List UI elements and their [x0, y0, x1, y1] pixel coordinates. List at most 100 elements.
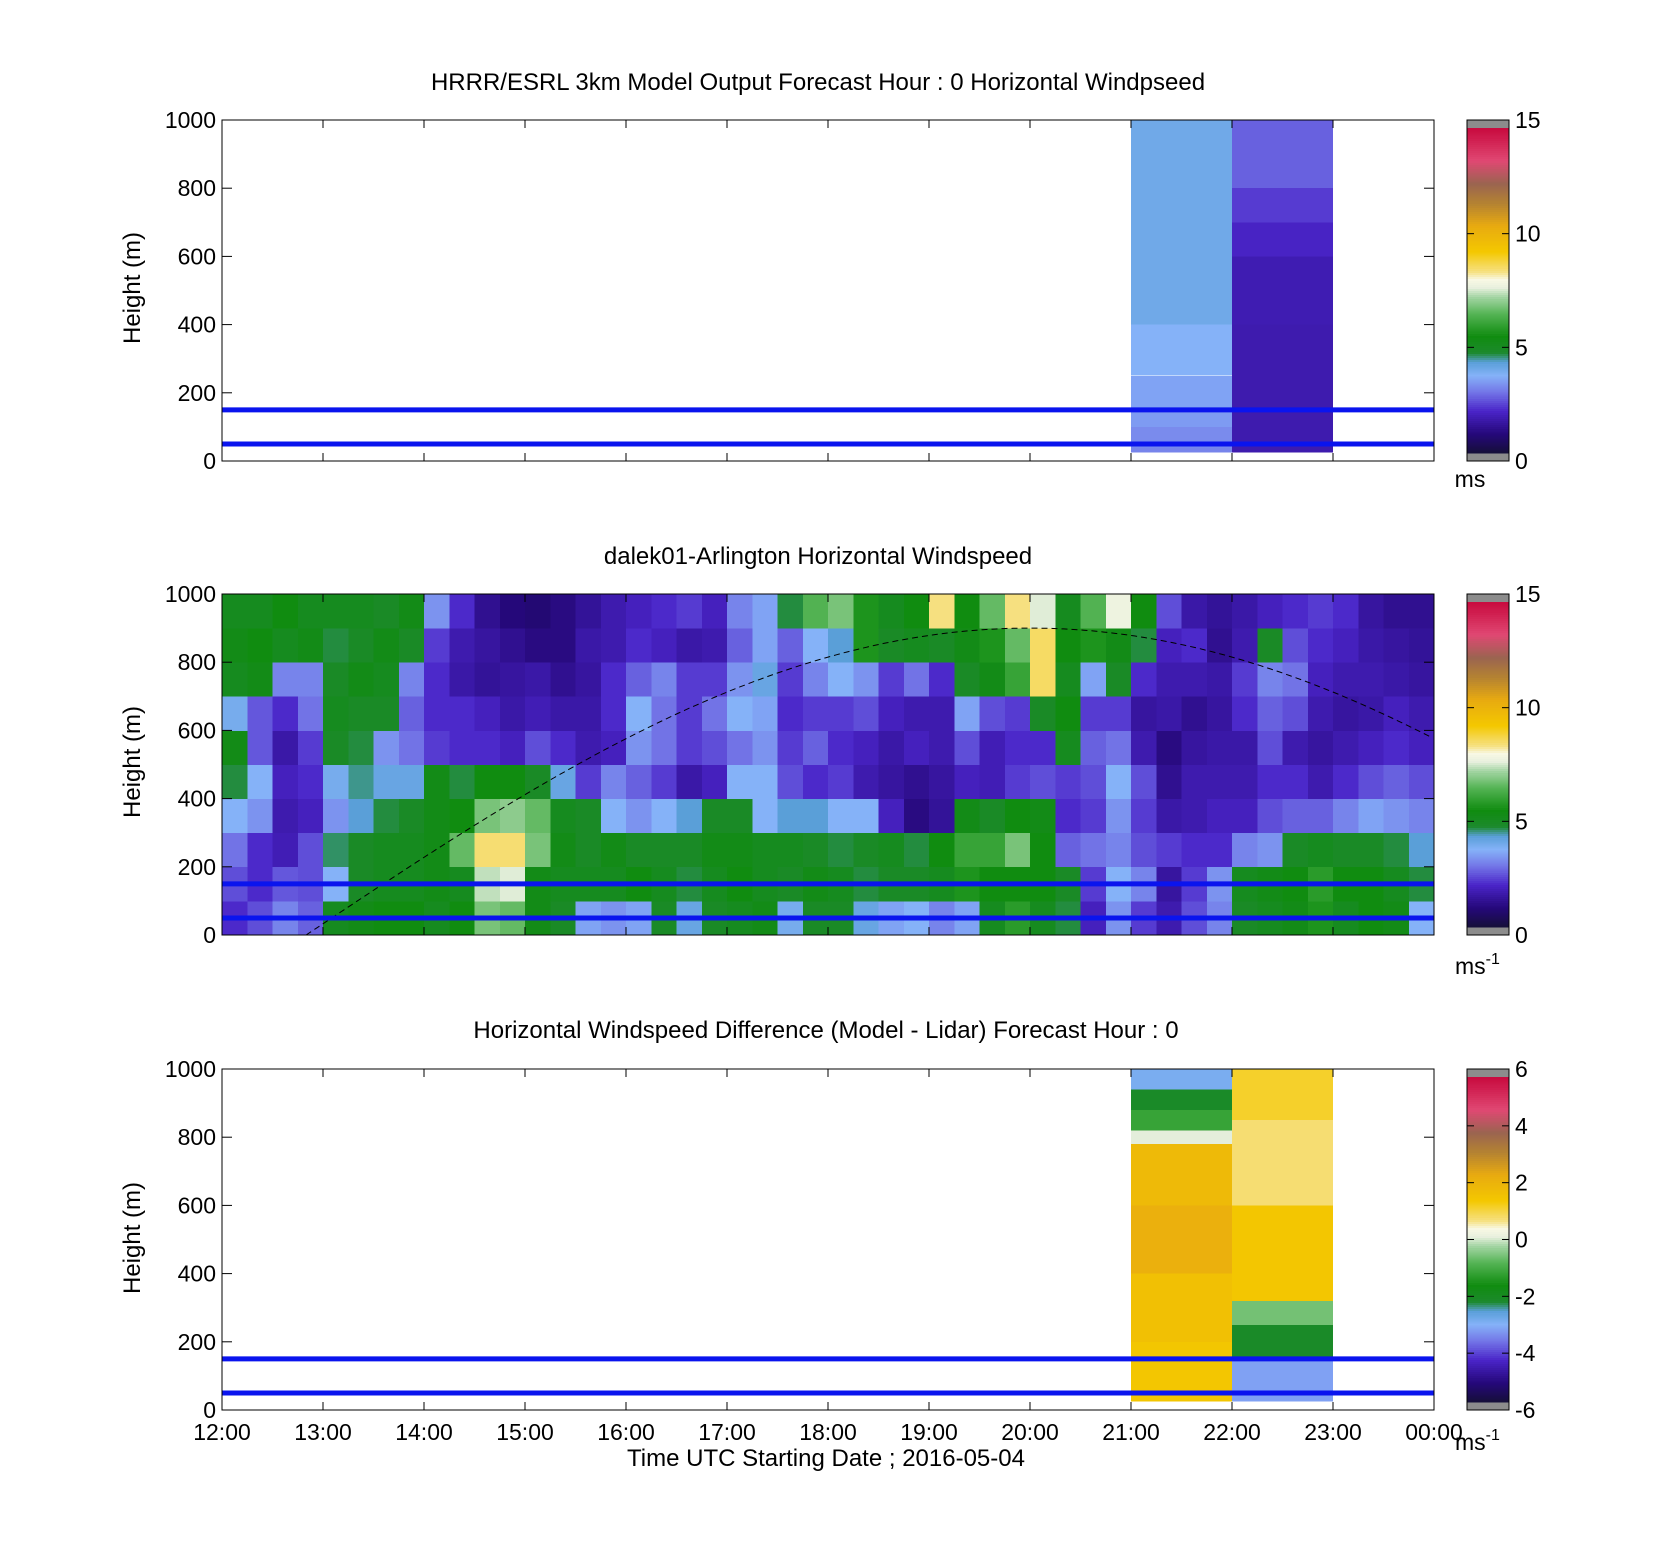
- heatmap-cell: [752, 730, 778, 765]
- colorbar-slice: [1467, 1263, 1509, 1267]
- heatmap-cell: [550, 662, 576, 697]
- colorbar-slice: [1467, 308, 1509, 312]
- heatmap-cell: [1105, 662, 1132, 697]
- heatmap-cell: [474, 662, 501, 697]
- colorbar-slice: [1467, 335, 1509, 338]
- colorbar-slice: [1467, 1109, 1509, 1113]
- colorbar-slice: [1467, 1349, 1509, 1352]
- colorbar-slice: [1467, 1304, 1509, 1308]
- colorbar-slice: [1467, 406, 1509, 409]
- colorbar-slice: [1467, 677, 1509, 680]
- colorbar-slice: [1467, 1158, 1509, 1161]
- heatmap-cell: [1055, 594, 1081, 629]
- heatmap-cell: [828, 764, 854, 799]
- colorbar-slice: [1467, 602, 1509, 605]
- heatmap-cell: [1004, 764, 1031, 799]
- colorbar-slice: [1467, 128, 1509, 131]
- colorbar-slice: [1467, 654, 1509, 658]
- y-tick-label: 200: [178, 380, 216, 406]
- colorbar-slice: [1467, 1314, 1509, 1318]
- heatmap-area: 0 200 400 600 800 1000: [165, 581, 1435, 948]
- colorbar-slice: [1467, 845, 1509, 849]
- colorbar-slice: [1467, 1282, 1509, 1285]
- colorbar-slice: [1467, 782, 1509, 786]
- x-tick-label: 17:00: [698, 1419, 756, 1445]
- heatmap-cell: [1131, 447, 1232, 453]
- colorbar-slice: [1467, 799, 1509, 802]
- heatmap-cell: [853, 696, 879, 731]
- heatmap-cell: [297, 696, 324, 731]
- colorbar-slice: [1467, 294, 1509, 298]
- heatmap-cell: [272, 696, 299, 731]
- colorbar-slice: [1467, 835, 1509, 839]
- colorbar-slice: [1467, 282, 1509, 286]
- heatmap-cell: [777, 662, 804, 697]
- heatmap-cell: [1181, 730, 1208, 765]
- colorbar-slice: [1467, 1247, 1509, 1251]
- colorbar-slice: [1467, 359, 1509, 363]
- heatmap-cell: [626, 764, 652, 799]
- colorbar-slice: [1467, 1332, 1509, 1336]
- colorbar-slice: [1467, 327, 1509, 330]
- colorbar-slice: [1467, 900, 1509, 904]
- heatmap-cell: [752, 832, 778, 868]
- colorbar-slice: [1467, 827, 1509, 831]
- heatmap-cell: [727, 628, 753, 663]
- heatmap-cell: [853, 764, 879, 799]
- colorbar-slice: [1467, 632, 1509, 636]
- heatmap-cell: [1307, 594, 1334, 629]
- colorbar-slice: [1467, 652, 1509, 656]
- colorbar-slice: [1467, 1225, 1509, 1228]
- heatmap-cell: [499, 696, 526, 731]
- heatmap-cell: [550, 696, 576, 731]
- colorbar-slice: [1467, 377, 1509, 381]
- heatmap-cell: [1383, 628, 1410, 663]
- heatmap-cell: [701, 832, 728, 868]
- heatmap-cell: [1232, 594, 1258, 629]
- colorbar-slice: [1467, 331, 1509, 334]
- heatmap-cell: [1358, 832, 1384, 868]
- colorbar-slice: [1467, 1355, 1509, 1358]
- heatmap-cell: [1257, 662, 1283, 697]
- colorbar-tick-label: -2: [1515, 1283, 1535, 1309]
- heatmap-cell: [853, 798, 879, 834]
- heatmap-cell: [802, 832, 829, 868]
- heatmap-cell: [1232, 696, 1258, 731]
- colorbar-slice: [1467, 1123, 1509, 1127]
- heatmap-cell: [651, 594, 677, 629]
- y-tick-label: 1000: [165, 107, 216, 133]
- colorbar-slice: [1467, 1286, 1509, 1289]
- y-tick-label: 200: [178, 854, 216, 880]
- heatmap-cell: [777, 832, 804, 868]
- heatmap-cell: [1333, 696, 1359, 731]
- heatmap-cell: [1004, 594, 1031, 629]
- heatmap-cell: [600, 696, 627, 731]
- heatmap-cell: [701, 798, 728, 834]
- heatmap-cell: [1131, 375, 1232, 410]
- colorbar-slice: [1467, 862, 1509, 865]
- colorbar-slice: [1467, 709, 1509, 713]
- colorbar-slice: [1467, 258, 1509, 261]
- heatmap-cell: [1131, 594, 1157, 629]
- colorbar: 0 5 10 15: [1466, 107, 1541, 474]
- heatmap-cell: [752, 764, 778, 799]
- colorbar-slice: [1467, 819, 1509, 822]
- heatmap-cell: [398, 662, 425, 697]
- heatmap-cell: [373, 730, 400, 765]
- heatmap-cell: [297, 594, 324, 629]
- heatmap-cell: [1131, 730, 1157, 765]
- colorbar-slice: [1467, 1180, 1509, 1184]
- heatmap-cell: [1131, 1130, 1232, 1144]
- colorbar-slice: [1467, 440, 1509, 444]
- colorbar-slice: [1467, 392, 1509, 395]
- x-tick-label: 00:00: [1405, 1419, 1463, 1445]
- colorbar-slice: [1467, 1320, 1509, 1324]
- colorbar-slice: [1467, 345, 1509, 348]
- colorbar-slice: [1467, 1150, 1509, 1153]
- heatmap-cell: [373, 764, 400, 799]
- colorbar-slice: [1467, 172, 1509, 176]
- x-tick-label: 15:00: [496, 1419, 554, 1445]
- heatmap-area: 0 200 400 600 800 1000 12:00 13:00 14:00 15:00 16:…: [165, 1056, 1463, 1445]
- colorbar-slice: [1467, 1213, 1509, 1216]
- colorbar-slice: [1467, 1395, 1509, 1399]
